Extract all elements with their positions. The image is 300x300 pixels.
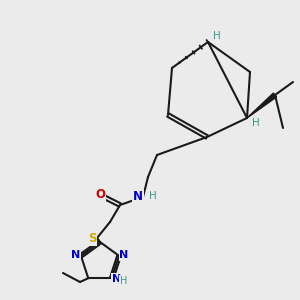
Text: N: N xyxy=(112,274,122,284)
Text: N: N xyxy=(119,250,129,260)
Text: H: H xyxy=(213,31,221,41)
Text: S: S xyxy=(88,232,96,245)
Text: N: N xyxy=(133,190,143,202)
Text: H: H xyxy=(149,191,157,201)
Text: H: H xyxy=(120,276,127,286)
Text: O: O xyxy=(95,188,105,202)
Polygon shape xyxy=(247,93,277,118)
Text: H: H xyxy=(252,118,260,128)
Text: N: N xyxy=(71,250,81,260)
